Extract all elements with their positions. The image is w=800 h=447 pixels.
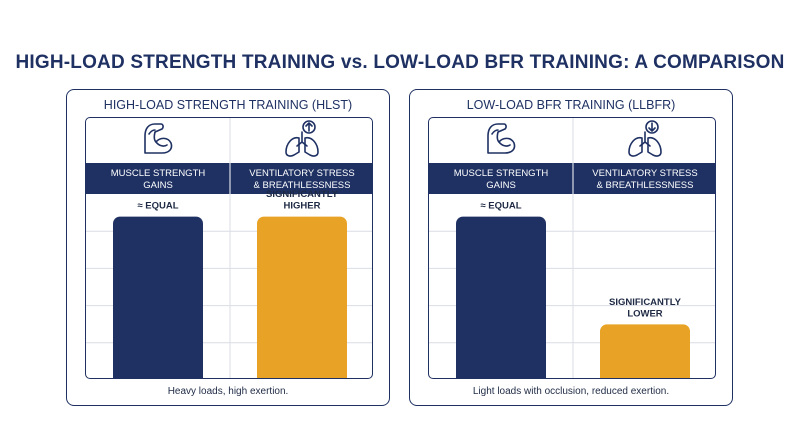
flexed-arm-icon [144,123,173,154]
bar [600,324,690,378]
value-label: ≈ EQUAL [137,201,178,212]
category-label: & BREATHLESSNESS [254,180,351,191]
bar [257,216,347,378]
panel-title: LOW-LOAD BFR TRAINING (LLBFR) [466,98,676,112]
bar [456,216,546,378]
category-label: MUSCLE STRENGTH [111,168,206,179]
bar [113,216,203,378]
value-label: ≈ EQUAL [480,201,521,212]
category-label: VENTILATORY STRESS [249,168,354,179]
panel-title: HIGH-LOAD STRENGTH TRAINING (HLST) [103,98,353,112]
value-label: SIGNIFICANTLY [266,189,339,200]
category-header-band [86,163,372,194]
category-label: VENTILATORY STRESS [592,168,697,179]
llbfr-chart: MUSCLE STRENGTH GAINS ≈ EQUAL VENTILATORY S… [428,117,716,379]
main-title: HIGH-LOAD STRENGTH TRAINING vs. LOW-LOAD… [15,52,785,73]
category-label: MUSCLE STRENGTH [454,168,549,179]
llbfr-panel: LOW-LOAD BFR TRAINING (LLBFR) MUSCLE STR… [409,89,733,406]
category-label: GAINS [143,180,173,191]
category-label: GAINS [486,180,516,191]
hlst-panel: HIGH-LOAD STRENGTH TRAINING (HLST) MUSCL… [66,89,390,406]
panel-caption: Light loads with occlusion, reduced exer… [472,386,670,397]
hlst-chart: MUSCLE STRENGTH GAINS ≈ EQUAL VENTILATORY S… [85,117,373,379]
panel-caption: Heavy loads, high exertion. [167,386,289,397]
category-label: & BREATHLESSNESS [597,180,694,191]
category-header-band [429,163,715,194]
value-label: LOWER [627,308,662,319]
lungs-arrow-down-icon [628,120,662,157]
lungs-arrow-up-icon [285,120,319,157]
value-label: HIGHER [284,201,321,212]
value-label: SIGNIFICANTLY [609,297,682,308]
flexed-arm-icon [487,123,516,154]
